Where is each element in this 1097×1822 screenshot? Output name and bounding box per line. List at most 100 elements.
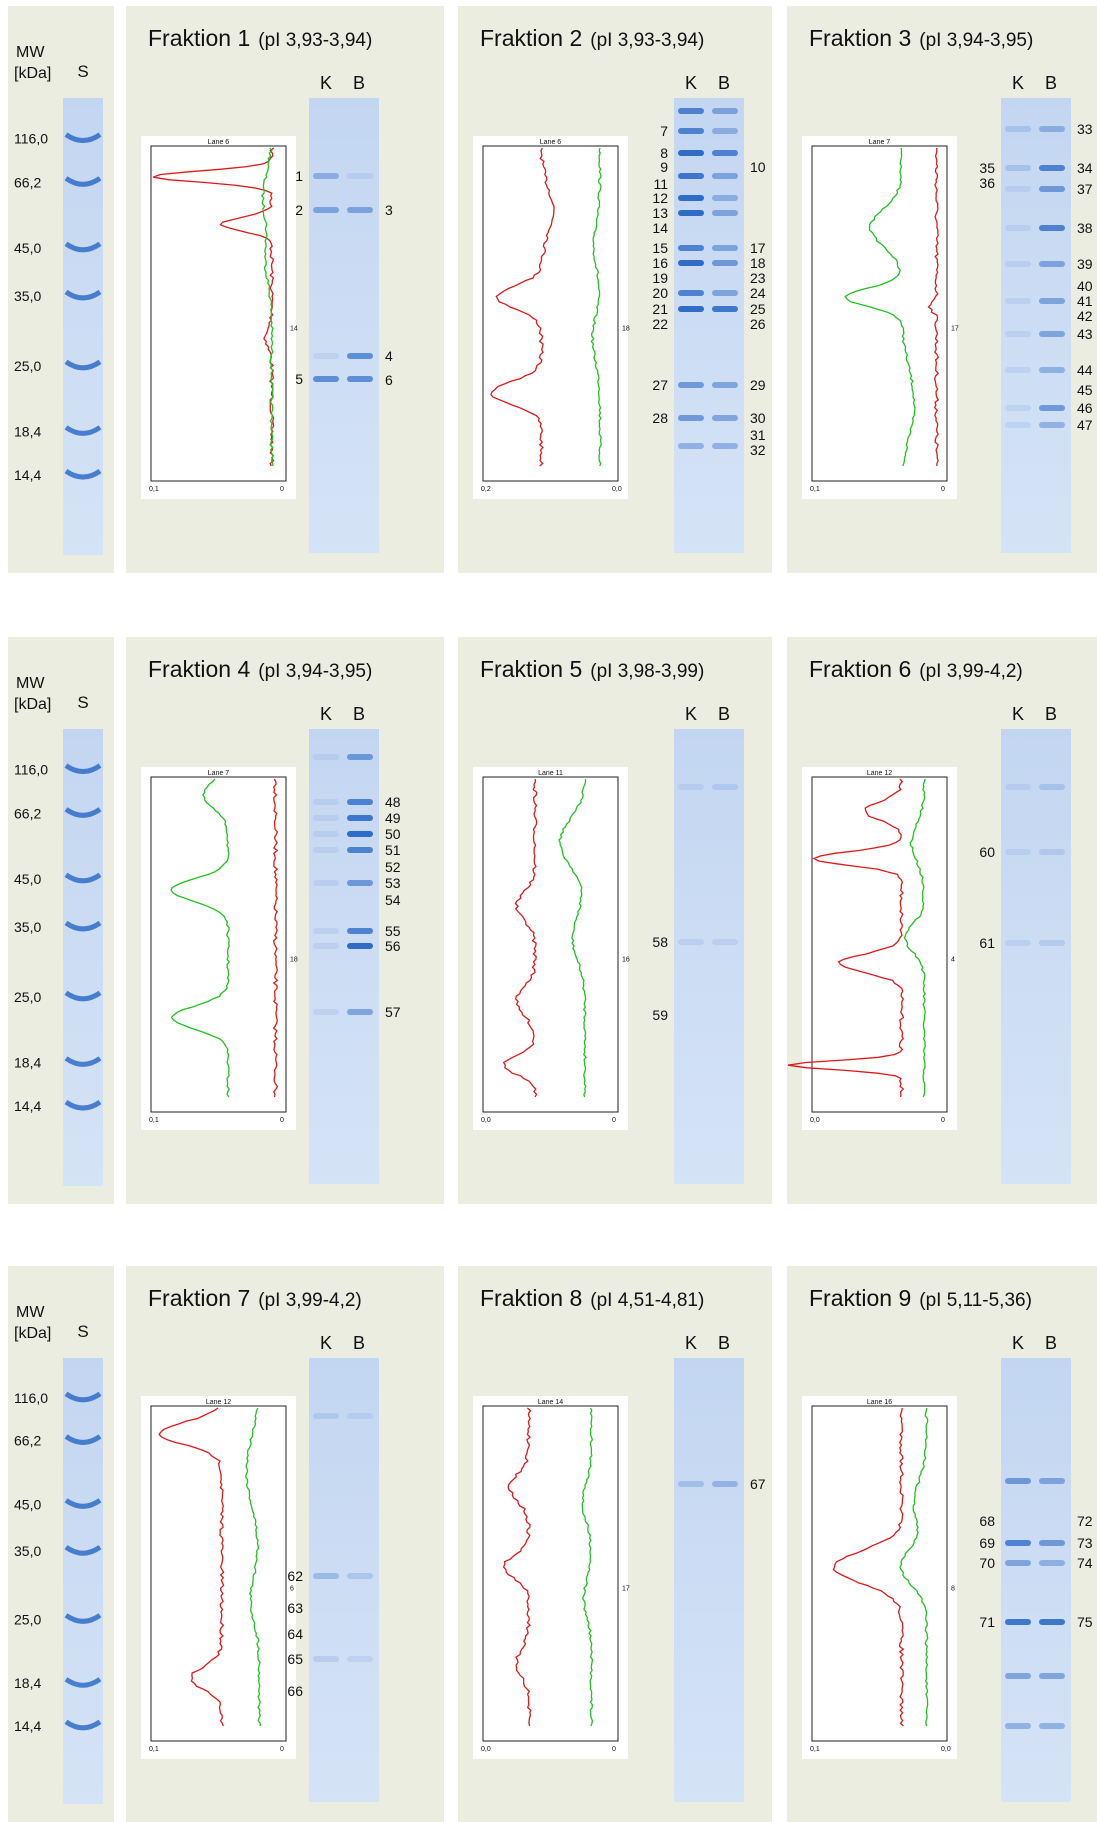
band-number: 45 <box>1077 382 1093 398</box>
plot-tick-label: 8 <box>951 1585 955 1592</box>
marker-band <box>64 425 102 436</box>
plot-box <box>150 145 287 482</box>
gel-band <box>1039 1619 1065 1625</box>
fraction-panel: Fraktion 1 (pI 3,93-3,94) K B Lane 6 0,1 0 14 1 2… <box>126 6 444 573</box>
band-number: 51 <box>385 842 401 858</box>
band-number: 38 <box>1077 220 1093 236</box>
gel-band <box>712 245 738 251</box>
plot-lane-label: Lane 11 <box>538 770 563 777</box>
gel-band <box>712 210 738 216</box>
marker-band <box>64 359 102 371</box>
marker-value: 35,0 <box>14 288 41 304</box>
band-number: 28 <box>652 410 668 426</box>
band-number: 50 <box>385 826 401 842</box>
red-trace <box>927 147 940 467</box>
gel-band <box>678 784 704 790</box>
fraction-panel: Fraktion 8 (pI 4,51-4,81) K B Lane 14 0,0 0 17 6… <box>458 1266 772 1822</box>
fraction-name: Fraktion 7 <box>148 1285 250 1311</box>
gel-band <box>678 210 704 216</box>
fraction-name: Fraktion 4 <box>148 656 250 682</box>
marker-value: 116,0 <box>14 131 48 147</box>
band-number: 69 <box>979 1535 995 1551</box>
gel-band <box>347 943 373 949</box>
gel-band <box>347 353 373 359</box>
marker-band <box>64 468 102 480</box>
plot-tick-label: 17 <box>951 325 959 332</box>
gel-band <box>1039 261 1065 267</box>
gel-band <box>678 415 704 421</box>
plot-axis-right: 0 <box>280 1746 284 1753</box>
gel-band <box>313 353 339 359</box>
marker-band <box>64 763 102 775</box>
fraction-title: Fraktion 6 (pI 3,99-4,2) <box>809 656 1023 682</box>
band-number: 42 <box>1077 308 1093 324</box>
band-number: 47 <box>1077 417 1093 433</box>
band-number: 14 <box>652 220 668 236</box>
marker-band <box>64 1434 102 1445</box>
plot-frame <box>141 767 296 1130</box>
band-number: 26 <box>750 316 766 332</box>
band-number: 15 <box>652 240 668 256</box>
gel-band <box>347 928 373 934</box>
band-number: 30 <box>750 410 766 426</box>
gel-band <box>1005 784 1031 790</box>
plot-lane-label: Lane 12 <box>206 1399 231 1406</box>
gel-band <box>1005 261 1031 267</box>
lane-label-k: K <box>1012 73 1024 93</box>
plot-lane-label: Lane 7 <box>208 770 230 777</box>
marker-band <box>64 132 102 144</box>
band-number: 48 <box>385 794 401 810</box>
band-number: 36 <box>979 175 995 191</box>
band-number: 5 <box>295 371 303 387</box>
lane-label-b: B <box>353 1333 365 1353</box>
band-number: 29 <box>750 377 766 393</box>
plot-box <box>811 1405 948 1742</box>
plot-tick-label: 18 <box>290 956 298 963</box>
gel-band <box>1039 422 1065 428</box>
gel-band <box>678 245 704 251</box>
gel-band <box>347 376 373 382</box>
green-trace <box>844 147 916 467</box>
plot-tick-label: 4 <box>951 956 955 963</box>
gel-band <box>1005 940 1031 946</box>
gel-band <box>678 939 704 945</box>
plot-axis-left: 0,1 <box>149 1117 159 1124</box>
plot-axis-left: 0,1 <box>810 486 820 493</box>
gel-band <box>1005 1723 1031 1729</box>
gel-band <box>347 173 373 179</box>
marker-value: 35,0 <box>14 919 41 935</box>
gel-band <box>678 260 704 266</box>
band-number: 12 <box>652 190 668 206</box>
gel-band <box>1005 367 1031 373</box>
lane-label-b: B <box>718 1333 730 1353</box>
plot-lane-label: Lane 6 <box>208 139 230 146</box>
gel-band <box>1039 940 1065 946</box>
band-number: 13 <box>652 205 668 221</box>
gel-band <box>1039 1478 1065 1484</box>
plot-tick-label: 14 <box>290 325 298 332</box>
band-number: 67 <box>750 1476 766 1492</box>
gel-lane <box>674 1358 744 1802</box>
fraction-name: Fraktion 2 <box>480 25 582 51</box>
gel-band <box>678 150 704 156</box>
red-trace <box>272 778 279 1098</box>
marker-value: 14,4 <box>14 1098 41 1114</box>
gel-band <box>712 173 738 179</box>
marker-value: 45,0 <box>14 1496 41 1512</box>
gel-band <box>712 382 738 388</box>
band-number: 8 <box>660 145 668 161</box>
marker-band <box>64 990 102 1002</box>
green-trace <box>260 147 274 467</box>
gel-band <box>1005 126 1031 132</box>
marker-value: 45,0 <box>14 240 41 256</box>
marker-band <box>64 1391 102 1403</box>
marker-band <box>64 1099 102 1111</box>
marker-value: 14,4 <box>14 1718 41 1734</box>
mw-label: MW <box>16 44 45 61</box>
gel-band <box>313 831 339 837</box>
band-number: 40 <box>1077 278 1093 294</box>
band-number: 2 <box>295 202 303 218</box>
gel-band <box>1005 849 1031 855</box>
marker-value: 116,0 <box>14 1390 48 1406</box>
band-number: 32 <box>750 442 766 458</box>
